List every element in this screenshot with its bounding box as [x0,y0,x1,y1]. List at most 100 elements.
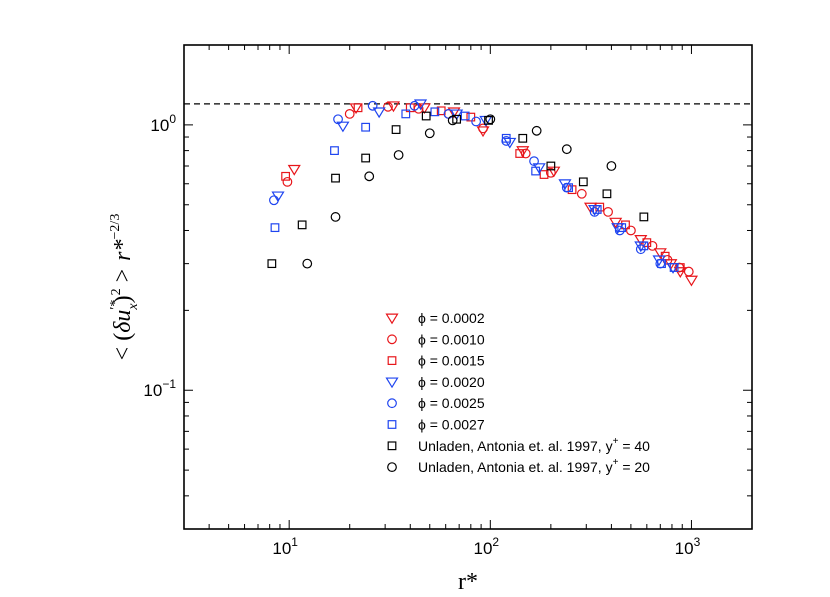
data-point [546,161,556,171]
x-tick-label: 103 [675,535,701,558]
legend-marker [387,334,397,345]
legend-marker [387,441,397,451]
data-point [391,125,401,134]
x-tick-label: 102 [474,535,500,558]
legend-marker [387,398,397,409]
data-point [669,263,679,272]
y-tick-label: 100 [150,112,176,135]
tick-labels-layer: 101 102 103 10−1 100 [143,112,700,558]
legend-label: ϕ = 0.0010 [418,331,485,347]
legend-entry: Unladen, Antonia et. al. 1997, y+ = 40 [387,436,650,454]
series-7 [302,114,617,269]
data-point [652,255,666,267]
data-point [450,109,464,121]
legend-entry: ϕ = 0.0027 [387,417,485,433]
data-point [602,189,612,199]
data-point [364,171,375,182]
data-point [603,206,613,217]
data-point [485,114,496,125]
data-point [287,164,301,176]
data-point [653,248,667,260]
data-point [545,167,556,178]
data-point [501,133,511,143]
y-label-paren-open: ( [110,333,136,341]
data-point [297,220,307,230]
legend-marker [387,356,397,365]
data-point [539,170,549,179]
legend-label: Unladen, Antonia et. al. 1997, y+ = 20 [418,457,650,475]
data-point [561,144,572,155]
data-point [484,115,493,125]
data-point [531,166,541,176]
data-point [532,163,546,175]
data-point [447,107,461,119]
x-tick-label: 101 [272,535,298,558]
data-point [595,202,605,212]
data-point [421,111,431,121]
y-tick-label: 10−1 [143,377,176,400]
legend-marker [385,313,399,325]
legend-label: Unladen, Antonia et. al. 1997, y+ = 40 [418,436,650,454]
data-point [515,149,525,158]
data-point [657,259,666,269]
data-point [330,212,341,222]
data-point [269,195,279,206]
legend-marker [385,377,399,389]
data-point [430,107,440,117]
data-point [413,99,428,111]
y-axis-label: < (δu′* x)2 > r*−2/3 [108,214,141,361]
legend-entry: ϕ = 0.0015 [387,353,485,369]
data-point [386,101,401,113]
y-label-lt: < [110,347,136,361]
data-point [267,259,277,269]
data-point [684,275,699,287]
data-point [673,267,687,278]
svg-text:<(δu′*x)2>r*−2/3: < (δu′* x)2 > r*−2/3 [108,214,141,361]
data-point [281,171,291,181]
legend-label: ϕ = 0.0015 [418,353,485,369]
data-point [639,241,649,251]
data-point [617,223,627,233]
legend-entry: ϕ = 0.0010 [387,331,485,347]
legend-label: ϕ = 0.0025 [418,395,485,411]
data-point [606,161,617,171]
y-label-exponent: −2/3 [108,214,123,240]
data-point [424,128,435,139]
data-point [639,212,649,222]
y-label-delta-u: δu [110,310,136,333]
data-point [576,188,587,199]
data-point [471,116,482,127]
data-point [589,206,600,217]
data-point [529,156,539,167]
data-point [578,177,588,187]
y-label-gt: > [110,269,136,283]
plot-frame [183,44,753,530]
data-point [609,217,623,229]
data-point [460,111,470,121]
data-point [516,146,530,157]
data-point [626,225,636,236]
legend-entry: ϕ = 0.0020 [385,374,485,390]
data-point [367,100,378,111]
data-point [447,115,458,126]
data-point [344,108,355,119]
data-point [401,109,411,119]
data-point [592,205,602,214]
data-point [302,258,313,269]
y-label-sub-x: x [126,303,141,311]
data-point [372,107,386,119]
data-point [270,223,280,233]
data-point [520,148,531,159]
data-point [383,101,393,112]
data-point [282,176,293,187]
y-label-paren-close: ) [110,295,136,303]
data-point [564,183,573,193]
data-point [518,133,528,143]
data-point [547,166,561,178]
data-point [361,153,371,163]
data-point [614,225,625,236]
data-point [409,100,420,111]
legend: ϕ = 0.0002 ϕ = 0.0010 ϕ = 0.0015 ϕ = 0.0020… [385,310,650,475]
legend-marker [387,462,397,473]
data-point [330,146,339,155]
